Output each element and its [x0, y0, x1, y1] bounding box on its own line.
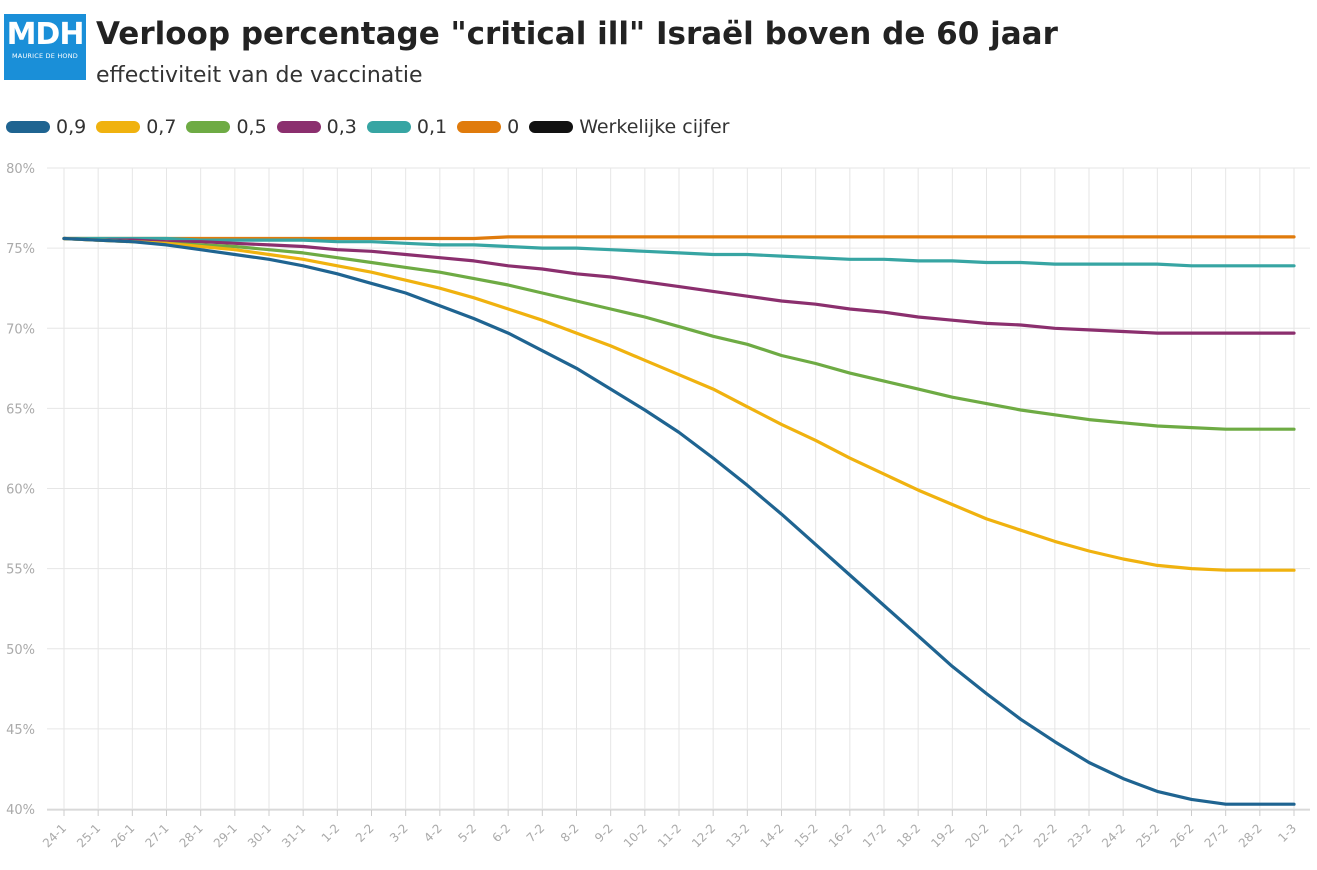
series-line-0-9[interactable] — [62, 236, 1296, 806]
x-tick-label: 17-2 — [860, 821, 889, 850]
y-tick-label: 60% — [6, 483, 35, 498]
x-tick-label: 8-2 — [558, 821, 582, 845]
logo-text: MDH — [6, 17, 85, 52]
legend-item[interactable]: 0 — [457, 116, 519, 138]
x-tick-label: 16-2 — [826, 821, 855, 850]
x-tick-label: 25-1 — [74, 821, 103, 850]
x-tick-label: 28-2 — [1236, 821, 1265, 850]
logo-subtext: MAURICE DE HOND — [11, 52, 78, 60]
y-tick-label: 55% — [6, 563, 35, 578]
legend-item[interactable]: 0,3 — [276, 116, 357, 138]
x-tick-label: 11-2 — [655, 821, 684, 850]
x-tick-label: 20-2 — [962, 821, 991, 850]
legend-label: 0,9 — [56, 116, 87, 138]
x-tick-label: 27-1 — [142, 821, 171, 850]
legend-swatch — [457, 121, 502, 133]
x-tick-label: 24-2 — [1099, 821, 1128, 850]
x-tick-label: 19-2 — [928, 821, 957, 850]
x-tick-label: 1-2 — [319, 821, 343, 845]
series-line-0-3[interactable] — [62, 236, 1296, 335]
x-tick-label: 30-1 — [245, 821, 274, 850]
legend-swatch — [186, 121, 231, 133]
x-tick-label: 12-2 — [689, 821, 718, 850]
x-tick-label: 10-2 — [621, 821, 650, 850]
x-tick-label: 24-1 — [40, 821, 69, 850]
series-line-0[interactable] — [62, 235, 1296, 241]
x-tick-label: 25-2 — [1133, 821, 1162, 850]
mdh-logo: MDH MAURICE DE HOND — [4, 14, 86, 80]
y-tick-label: 80% — [6, 162, 35, 177]
legend-swatch — [529, 121, 574, 133]
x-tick-label: 2-2 — [353, 821, 377, 845]
legend-label: 0,3 — [326, 116, 357, 138]
legend-swatch — [96, 121, 141, 133]
x-tick-label: 15-2 — [792, 821, 821, 850]
series-line-0-7[interactable] — [62, 236, 1296, 572]
legend-label: Werkelijke cijfer — [579, 116, 730, 138]
chart-title: Verloop percentage "critical ill" Israël… — [96, 16, 1058, 52]
x-tick-label: 28-1 — [177, 821, 206, 850]
legend-item[interactable]: Werkelijke cijfer — [529, 116, 729, 138]
x-tick-label: 14-2 — [757, 821, 786, 850]
x-tick-label: 13-2 — [723, 821, 752, 850]
line-chart: 40%45%50%55%60%65%70%75%80%24-1 25-1 26-1 2… — [6, 162, 1310, 850]
legend-label: 0,7 — [146, 116, 177, 138]
x-tick-label: 1-3 — [1275, 821, 1299, 845]
x-tick-label: 26-2 — [1167, 821, 1196, 850]
legend-label: 0 — [507, 116, 520, 138]
x-tick-label: 29-1 — [211, 821, 240, 850]
legend-item[interactable]: 0,5 — [186, 116, 267, 138]
y-tick-label: 70% — [6, 322, 35, 337]
x-tick-label: 4-2 — [421, 821, 445, 845]
series-line-0-5[interactable] — [62, 236, 1296, 431]
x-tick-label: 5-2 — [455, 821, 479, 845]
x-tick-label: 26-1 — [108, 821, 137, 850]
x-tick-label: 27-2 — [1202, 821, 1231, 850]
x-tick-label: 22-2 — [1031, 821, 1060, 850]
legend-label: 0,5 — [236, 116, 267, 138]
series-line-0-1[interactable] — [62, 236, 1296, 268]
x-tick-label: 6-2 — [490, 821, 514, 845]
x-tick-label: 31-1 — [279, 821, 308, 850]
x-tick-label: 21-2 — [997, 821, 1026, 850]
legend-item[interactable]: 0,7 — [96, 116, 176, 138]
legend-item[interactable]: 0,9 — [6, 116, 86, 138]
y-tick-label: 40% — [6, 803, 35, 818]
x-tick-label: 3-2 — [387, 821, 411, 845]
legend: 0,9 0,7 0,5 0,3 0,1 0 Werkelijke cijfer — [6, 114, 739, 140]
y-tick-label: 50% — [6, 643, 35, 658]
legend-label: 0,1 — [416, 116, 448, 138]
x-tick-label: 18-2 — [894, 821, 923, 850]
y-tick-label: 65% — [6, 402, 35, 417]
y-tick-label: 45% — [6, 723, 35, 738]
y-tick-label: 75% — [6, 242, 35, 257]
legend-swatch — [366, 121, 411, 133]
x-tick-label: 9-2 — [592, 821, 616, 845]
chart-subtitle: effectiviteit van de vaccinatie — [96, 63, 423, 88]
legend-swatch — [6, 121, 50, 133]
legend-item[interactable]: 0,1 — [366, 116, 448, 138]
x-tick-label: 7-2 — [524, 821, 548, 845]
legend-swatch — [276, 121, 321, 133]
x-tick-label: 23-2 — [1065, 821, 1094, 850]
